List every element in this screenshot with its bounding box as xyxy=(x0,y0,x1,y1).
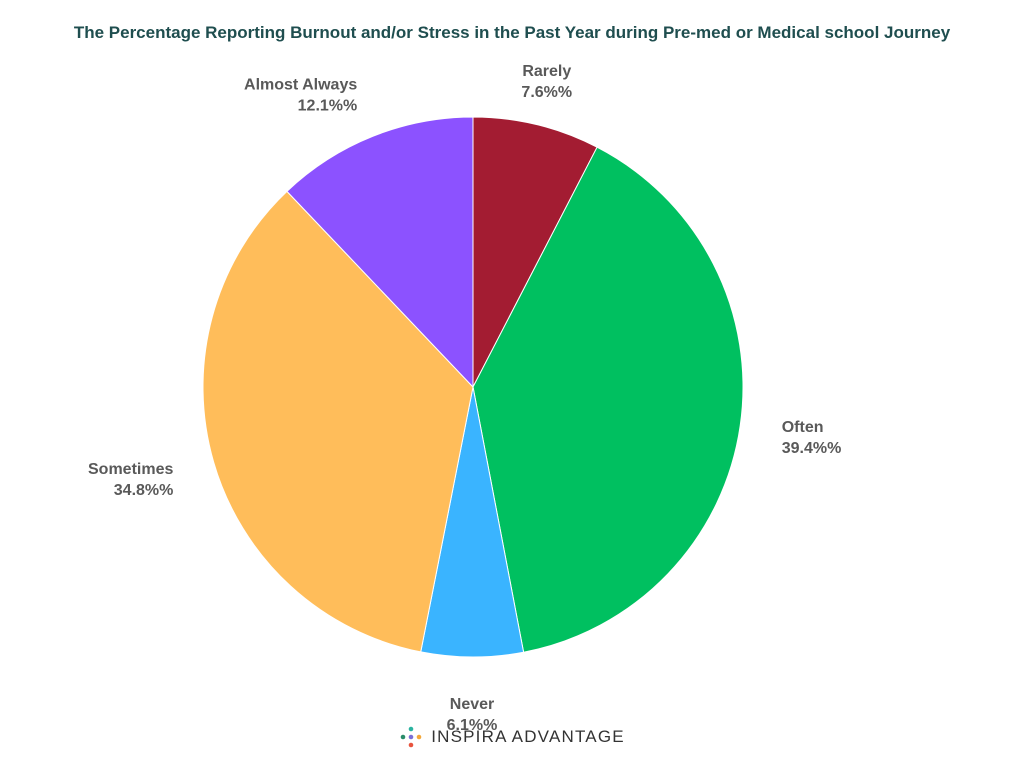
slice-label-rarely: Rarely xyxy=(522,63,571,80)
slice-value-rarely: 7.6%% xyxy=(521,84,572,101)
dots-logo-icon xyxy=(400,726,422,748)
slice-label-often: Often xyxy=(782,419,824,436)
slice-value-sometimes: 34.8%% xyxy=(114,482,174,499)
slice-value-often: 39.4%% xyxy=(782,440,842,457)
pie-slice-often xyxy=(472,146,744,653)
pie-labels: Rarely 7.6%% Often 39.4%% Never 6.1%% Sometime… xyxy=(88,63,841,734)
slice-value-almost-always: 12.1%% xyxy=(298,97,358,114)
slice-label-sometimes: Sometimes xyxy=(88,461,173,478)
chart-title: The Percentage Reporting Burnout and/or … xyxy=(73,23,951,42)
brand-footer: INSPIRA ADVANTAGE xyxy=(0,724,1024,750)
slice-value-never: 6.1%% xyxy=(447,717,498,734)
brand-name: INSPIRA ADVANTAGE xyxy=(431,727,625,746)
pie-slice-almost-always xyxy=(286,116,474,389)
slice-label-never: Never xyxy=(450,696,494,713)
pie-slice-rarely xyxy=(472,116,598,388)
pie-slices xyxy=(202,116,744,658)
slice-label-almost-always: Almost Always xyxy=(244,76,357,93)
pie-slice-sometimes xyxy=(202,190,474,653)
